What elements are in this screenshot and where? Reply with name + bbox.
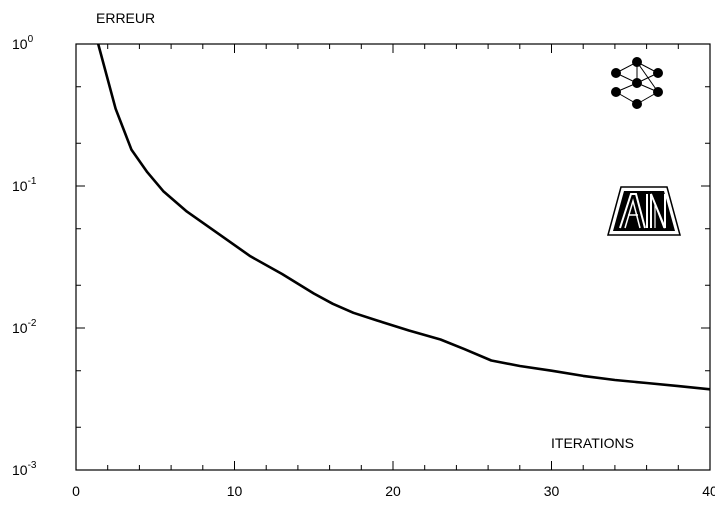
x-tick-label: 20 (385, 483, 401, 499)
neural-network-icon (611, 57, 663, 109)
x-axis-title: ITERATIONS (551, 435, 634, 451)
y-tick-exponent: -1 (28, 176, 37, 187)
y-tick-base: 10 (12, 320, 28, 336)
x-tick-label: 30 (544, 483, 560, 499)
y-tick-exponent: -2 (28, 318, 37, 329)
x-ticks: 0 10 20 30 40 (72, 44, 715, 499)
y-tick-label: 10-3 (12, 460, 37, 478)
y-tick-label: 100 (12, 34, 34, 52)
y-tick-label: 10-2 (12, 318, 37, 336)
plot-frame (75, 43, 711, 471)
series-group (96, 43, 711, 391)
x-tick-label: 10 (227, 483, 243, 499)
y-axis-title: ERREUR (96, 10, 155, 26)
series-line (96, 43, 711, 391)
x-tick-label: 40 (702, 483, 715, 499)
y-tick-label: 10-1 (12, 176, 37, 194)
y-tick-base: 10 (12, 178, 28, 194)
x-tick-label: 0 (72, 483, 80, 499)
y-tick-base: 10 (12, 462, 28, 478)
y-tick-exponent: -3 (28, 460, 37, 471)
y-tick-base: 10 (12, 36, 28, 52)
y-tick-exponent: 0 (28, 34, 34, 45)
ain-logo-icon (607, 186, 681, 236)
